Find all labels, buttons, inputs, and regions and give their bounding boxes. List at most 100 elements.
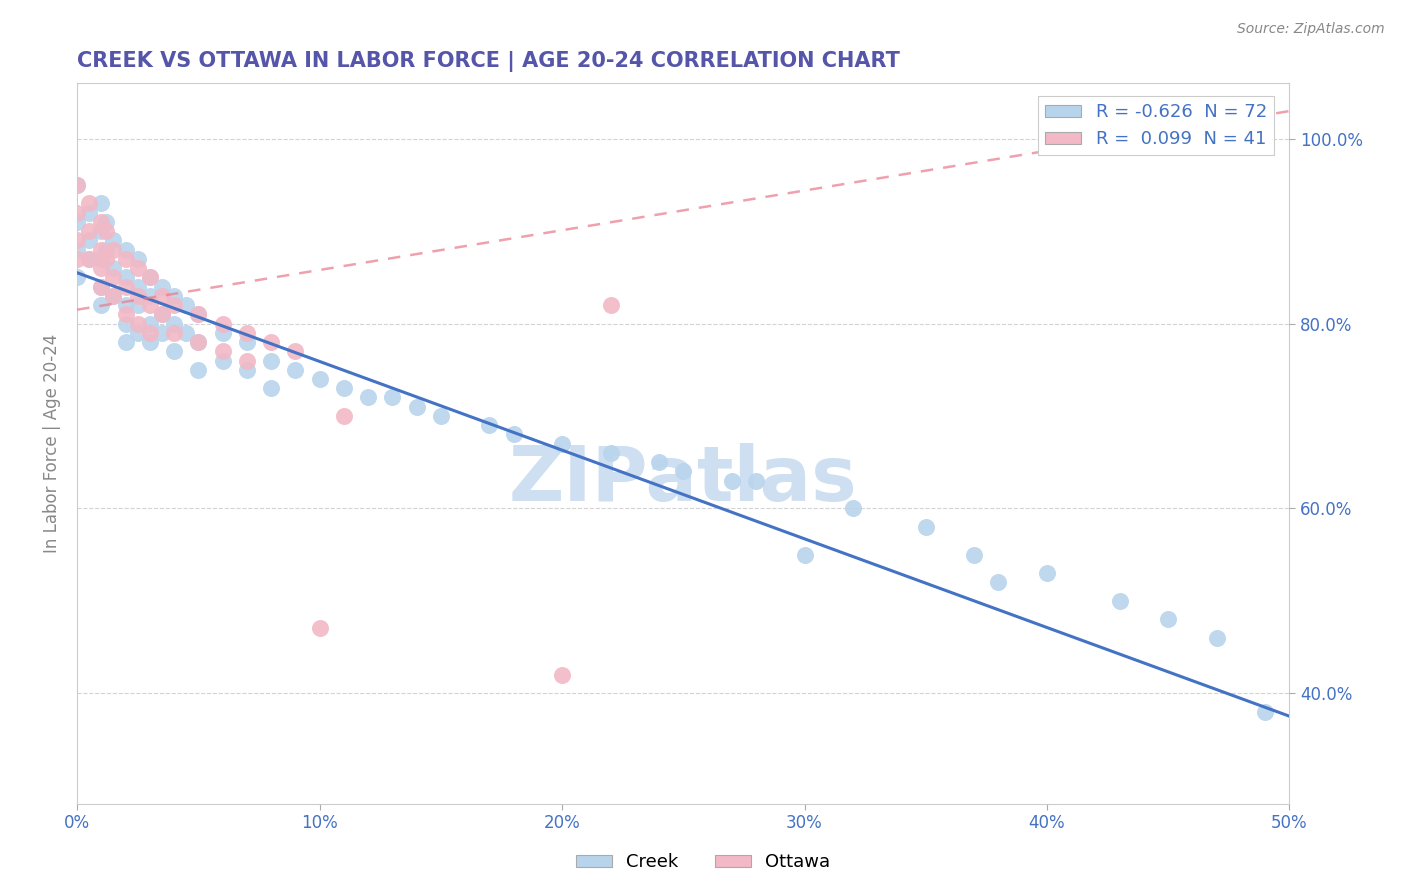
Point bbox=[1108, 593, 1130, 607]
Point bbox=[90, 252, 112, 266]
Point bbox=[163, 289, 186, 303]
Point bbox=[333, 409, 356, 423]
Point bbox=[599, 446, 621, 460]
Point bbox=[211, 317, 233, 331]
Point bbox=[96, 243, 118, 257]
Point bbox=[90, 261, 112, 276]
Point bbox=[211, 326, 233, 340]
Point bbox=[260, 353, 283, 368]
Point bbox=[260, 381, 283, 395]
Point bbox=[284, 344, 307, 359]
Point bbox=[114, 317, 136, 331]
Point bbox=[114, 270, 136, 285]
Point bbox=[66, 252, 89, 266]
Point bbox=[174, 326, 197, 340]
Point bbox=[174, 298, 197, 312]
Point bbox=[127, 279, 149, 293]
Point bbox=[127, 261, 149, 276]
Point bbox=[308, 622, 330, 636]
Point bbox=[260, 334, 283, 349]
Point bbox=[77, 205, 100, 219]
Point bbox=[963, 548, 986, 562]
Point bbox=[211, 344, 233, 359]
Point bbox=[150, 307, 173, 321]
Point bbox=[1205, 631, 1227, 645]
Point bbox=[96, 252, 118, 266]
Point bbox=[163, 317, 186, 331]
Point bbox=[150, 289, 173, 303]
Point bbox=[1254, 705, 1277, 719]
Point bbox=[381, 391, 404, 405]
Point bbox=[357, 391, 380, 405]
Point bbox=[745, 474, 768, 488]
Point bbox=[236, 334, 259, 349]
Point bbox=[66, 234, 89, 248]
Point bbox=[551, 667, 574, 681]
Point bbox=[90, 196, 112, 211]
Point bbox=[211, 353, 233, 368]
Point bbox=[66, 243, 89, 257]
Point bbox=[77, 196, 100, 211]
Point bbox=[672, 464, 695, 478]
Point bbox=[187, 307, 209, 321]
Point bbox=[333, 381, 356, 395]
Point bbox=[139, 270, 162, 285]
Point bbox=[793, 548, 815, 562]
Point bbox=[127, 289, 149, 303]
Point bbox=[163, 344, 186, 359]
Point bbox=[114, 252, 136, 266]
Point bbox=[103, 289, 125, 303]
Point bbox=[103, 270, 125, 285]
Y-axis label: In Labor Force | Age 20-24: In Labor Force | Age 20-24 bbox=[44, 334, 60, 553]
Legend: R = -0.626  N = 72, R =  0.099  N = 41: R = -0.626 N = 72, R = 0.099 N = 41 bbox=[1038, 96, 1274, 155]
Point bbox=[103, 243, 125, 257]
Point bbox=[551, 436, 574, 450]
Point bbox=[90, 215, 112, 229]
Point bbox=[139, 270, 162, 285]
Point bbox=[139, 298, 162, 312]
Point bbox=[187, 363, 209, 377]
Point bbox=[648, 455, 671, 469]
Text: Source: ZipAtlas.com: Source: ZipAtlas.com bbox=[1237, 22, 1385, 37]
Point bbox=[114, 334, 136, 349]
Point bbox=[599, 298, 621, 312]
Point bbox=[77, 224, 100, 238]
Point bbox=[114, 298, 136, 312]
Point bbox=[96, 224, 118, 238]
Point bbox=[77, 252, 100, 266]
Point bbox=[478, 418, 501, 433]
Point bbox=[1036, 566, 1059, 580]
Point bbox=[914, 520, 936, 534]
Point bbox=[90, 279, 112, 293]
Point bbox=[103, 289, 125, 303]
Point bbox=[987, 575, 1010, 590]
Point bbox=[103, 261, 125, 276]
Point bbox=[236, 353, 259, 368]
Point bbox=[127, 252, 149, 266]
Point bbox=[90, 298, 112, 312]
Point bbox=[187, 334, 209, 349]
Point bbox=[66, 270, 89, 285]
Point bbox=[236, 326, 259, 340]
Point bbox=[66, 178, 89, 192]
Point bbox=[430, 409, 453, 423]
Point bbox=[127, 326, 149, 340]
Point bbox=[77, 234, 100, 248]
Point bbox=[139, 317, 162, 331]
Point bbox=[127, 317, 149, 331]
Point bbox=[114, 243, 136, 257]
Point bbox=[114, 307, 136, 321]
Point bbox=[139, 326, 162, 340]
Point bbox=[96, 215, 118, 229]
Point bbox=[163, 326, 186, 340]
Point bbox=[66, 178, 89, 192]
Point bbox=[103, 234, 125, 248]
Point bbox=[502, 427, 524, 442]
Point bbox=[187, 334, 209, 349]
Point bbox=[139, 334, 162, 349]
Point bbox=[187, 307, 209, 321]
Point bbox=[66, 215, 89, 229]
Point bbox=[66, 205, 89, 219]
Point bbox=[405, 400, 427, 414]
Point bbox=[163, 298, 186, 312]
